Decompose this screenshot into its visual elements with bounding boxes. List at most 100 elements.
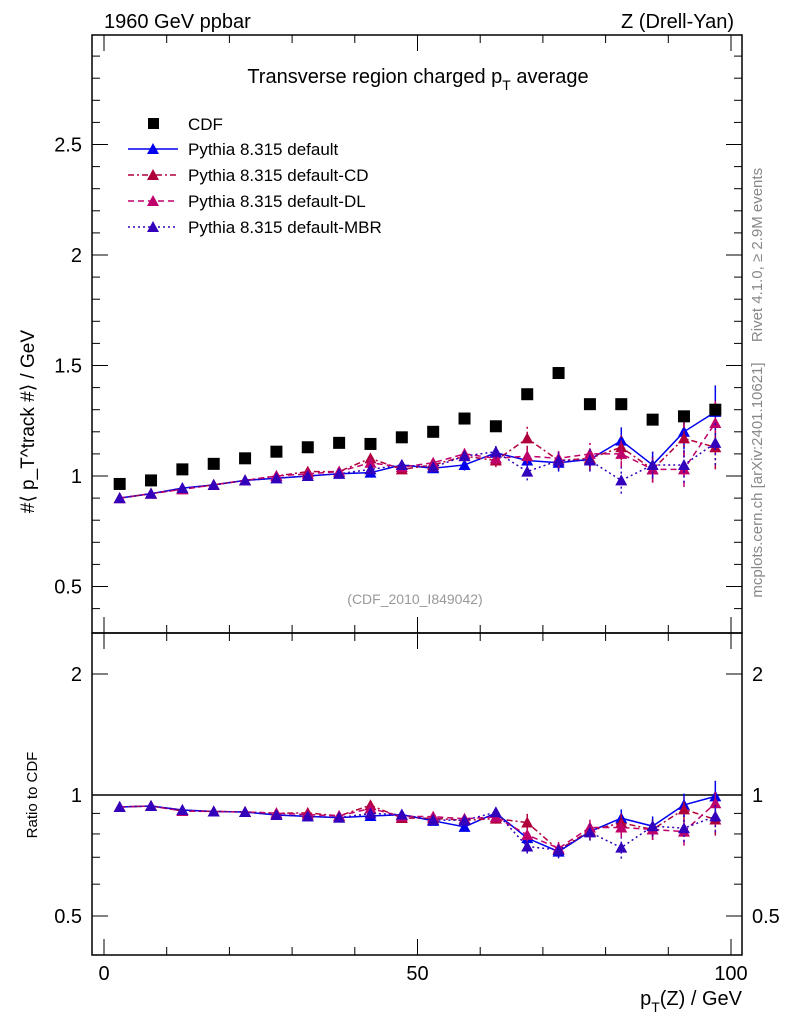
series-3-ratio-point [552,843,565,855]
series-3-ratio-point [615,841,628,853]
chart-title: Transverse region charged pT average [247,66,588,93]
y-tick-label: 2 [71,245,82,267]
series-0-point [615,434,628,446]
series-3-ratio-point [113,800,126,812]
ratio-frame [91,632,743,956]
cdf-data-point [489,420,502,433]
series-1-ratio-point [677,803,690,815]
series-3-point [301,470,314,481]
series-1-point [677,432,690,444]
legend-label: Pythia 8.315 default-DL [188,192,366,211]
series-3-ratio-point [239,805,252,817]
series-1-point [521,432,534,444]
ratio-y-axis-label: Ratio to CDF [24,752,41,839]
legend-cdf-label: CDF [188,115,223,134]
series-3-point [427,461,440,473]
cdf-data-point [583,398,596,411]
series-3-point [145,487,158,499]
series-3-ratio-point [364,807,377,819]
cdf-data-point [301,441,314,454]
series-3-point [489,445,502,457]
series-2-ratio-point [521,828,534,840]
legend: CDF Pythia 8.315 default Pythia 8.315 defa… [128,115,382,237]
cdf-data-point [239,452,252,465]
legend-marker [147,169,159,180]
header-right: Z (Drell-Yan) [621,11,734,33]
series-3-ratio-point [207,805,220,817]
series-3-ratio-point [301,810,314,822]
x-tick-label: 0 [98,963,109,985]
series-3-ratio-point [521,840,534,852]
legend-label: Pythia 8.315 default-CD [188,166,369,185]
legend-marker [147,221,159,232]
legend-marker [147,195,159,206]
ratio-y-tick-label: 1 [752,785,763,807]
series-3-point [458,450,471,462]
series-2-point [709,416,722,428]
legend-label: Pythia 8.315 default-MBR [188,218,382,237]
series-3-point [521,465,534,477]
series-3-point [395,458,408,470]
series-2-point [615,447,628,459]
series-3-point [333,467,346,479]
y-tick-label: 0.5 [54,577,82,599]
series-2-ratio-point [709,797,722,809]
cdf-data-point [552,367,565,380]
series-3-point [646,458,659,470]
y-tick-label: 2.5 [54,135,82,157]
series-3-point [270,472,283,484]
series-3-point [364,463,377,475]
mcplots-label: mcplots.cern.ch [arXiv:2401.10621] [749,362,766,597]
series-2-ratio-point [615,821,628,833]
legend-cdf-marker [148,118,159,129]
cdf-data-point [333,436,346,449]
cdf-data-point [395,431,408,444]
series-2-point [583,447,596,459]
series-3-point [677,458,690,470]
series-3-ratio-point [333,811,346,823]
x-tick-label: 100 [714,963,747,985]
x-axis-label: pT(Z) / GeV [640,988,743,1015]
series-3-ratio-point [395,808,408,820]
series-0-point [458,458,471,470]
ratio-y-tick-label: 2 [71,664,82,686]
series-3-point [113,492,126,504]
series-3-ratio-point [176,804,189,816]
ratio-y-tick-label: 2 [752,664,763,686]
cdf-data-point [176,463,189,476]
series-3-ratio-point [583,826,596,838]
series-2-point [521,450,534,462]
x-tick-label: 50 [406,963,428,985]
series-3-point [615,474,628,486]
series-3-ratio-point [677,822,690,834]
cdf-data-point [521,388,534,401]
y-tick-label: 1 [71,466,82,488]
series-2-ratio-line [119,802,716,850]
rivet-label: Rivet 4.1.0, ≥ 2.9M events [749,168,766,342]
legend-marker [147,143,159,154]
series-3-point [207,478,220,490]
series-3-ratio-line [119,805,716,851]
ratio-y-tick-label: 0.5 [54,906,82,928]
series-3-ratio-point [427,813,440,825]
cdf-data-point [458,412,471,425]
series-3-point [552,454,565,466]
y-tick-label: 1.5 [54,356,82,378]
series-3-ratio-point [270,808,283,820]
cdf-data-point [207,457,220,470]
series-3-ratio-point [646,820,659,832]
ratio-y-tick-label: 1 [71,785,82,807]
series-1-ratio-point [521,816,534,828]
series-3-ratio-point [145,800,158,812]
cdf-data-point [113,477,126,490]
series-2-point [364,456,377,468]
series-3-line [119,442,716,499]
series-1-ratio-line [119,804,716,851]
cdf-data-point [709,403,722,416]
cdf-data-point [646,413,659,426]
series-3-ratio-point [709,810,722,822]
header-left: 1960 GeV ppbar [104,11,251,33]
legend-label: Pythia 8.315 default [188,140,339,159]
cdf-data-point [615,398,628,411]
